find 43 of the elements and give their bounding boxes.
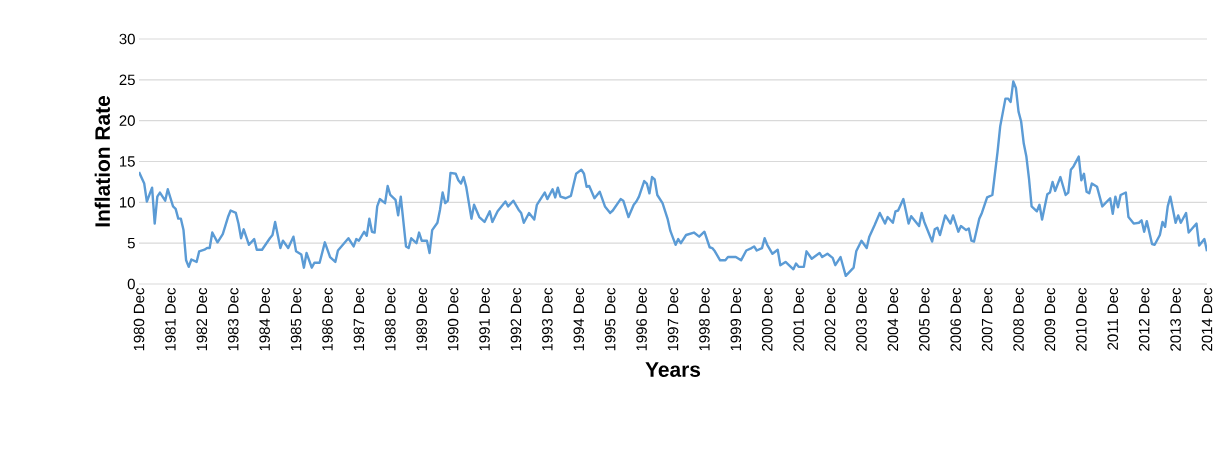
x-tick-label: 1990 Dec	[447, 287, 459, 351]
x-tick-label: 1982 Dec	[196, 287, 208, 351]
x-tick-label: 1987 Dec	[353, 287, 365, 351]
x-tick-label: 2005 Dec	[919, 287, 930, 351]
x-tick-label: 1994 Dec	[573, 287, 585, 351]
y-tick-label: 30	[119, 33, 135, 45]
x-tick-label: 2011 Dec	[1107, 287, 1119, 350]
y-tick-label: 0	[127, 278, 135, 290]
x-tick-label: 1985 Dec	[290, 287, 302, 351]
x-tick-label: 1996 Dec	[636, 287, 647, 351]
x-tick-label: 2003 Dec	[856, 287, 867, 351]
x-axis-title: Years	[645, 362, 701, 377]
y-axis-title: Inflation Rate	[94, 95, 111, 227]
x-tick-label: 2013 Dec	[1170, 287, 1181, 351]
y-tick-label: 20	[119, 115, 135, 126]
x-tick-label: 1989 Dec	[416, 287, 427, 351]
x-tick-label: 2002 Dec	[824, 287, 836, 351]
x-tick-label: 2008 Dec	[1013, 287, 1024, 351]
x-tick-label: 1995 Dec	[604, 287, 616, 351]
x-tick-label: 2001 Dec	[793, 287, 804, 351]
x-tick-label: 2010 Dec	[1076, 287, 1087, 351]
x-tick-label: 1992 Dec	[510, 287, 522, 351]
x-tick-label: 1998 Dec	[699, 287, 710, 351]
y-tick-label: 5	[127, 237, 135, 249]
y-tick-label: 25	[119, 74, 135, 86]
x-tick-label: 2000 Dec	[761, 287, 773, 351]
y-tick-label: 15	[120, 156, 135, 167]
x-tick-label: 2007 Dec	[981, 287, 993, 351]
x-tick-label: 2006 Dec	[950, 287, 961, 351]
x-tick-label: 2014 Dec	[1201, 287, 1213, 351]
x-tick-label: 2009 Dec	[1044, 287, 1056, 351]
x-tick-label: 1993 Dec	[542, 287, 553, 351]
x-tick-label: 2012 Dec	[1138, 287, 1150, 351]
x-tick-label: 1981 Dec	[165, 287, 176, 351]
x-tick-label: 1988 Dec	[385, 287, 396, 351]
x-tick-label: 2004 Dec	[887, 287, 899, 351]
x-tick-label: 1999 Dec	[730, 287, 742, 351]
x-tick-label: 1997 Dec	[667, 287, 679, 351]
x-tick-label: 1991 Dec	[479, 287, 490, 351]
y-tick-label: 10	[120, 197, 135, 208]
x-tick-label: 1983 Dec	[227, 287, 239, 351]
x-tick-label: 1984 Dec	[259, 287, 270, 351]
x-tick-label: 1986 Dec	[322, 287, 333, 351]
